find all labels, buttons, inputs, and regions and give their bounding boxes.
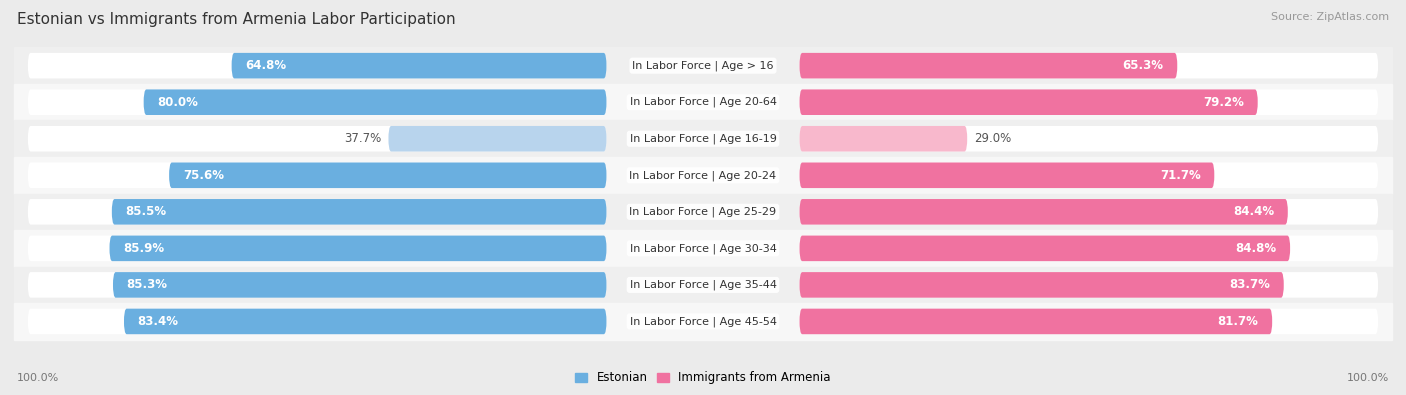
FancyBboxPatch shape: [800, 308, 1378, 334]
Bar: [14, 84, 1392, 120]
FancyBboxPatch shape: [28, 89, 606, 115]
Text: In Labor Force | Age 25-29: In Labor Force | Age 25-29: [630, 207, 776, 217]
FancyBboxPatch shape: [800, 272, 1378, 298]
FancyBboxPatch shape: [28, 308, 606, 334]
FancyBboxPatch shape: [232, 53, 606, 79]
Text: In Labor Force | Age 30-34: In Labor Force | Age 30-34: [630, 243, 776, 254]
FancyBboxPatch shape: [388, 126, 606, 152]
Text: In Labor Force | Age 35-44: In Labor Force | Age 35-44: [630, 280, 776, 290]
Text: 85.3%: 85.3%: [127, 278, 167, 292]
Text: Estonian vs Immigrants from Armenia Labor Participation: Estonian vs Immigrants from Armenia Labo…: [17, 12, 456, 27]
Bar: [14, 303, 1392, 340]
Text: 65.3%: 65.3%: [1122, 59, 1164, 72]
FancyBboxPatch shape: [800, 199, 1378, 225]
Text: 83.7%: 83.7%: [1229, 278, 1270, 292]
FancyBboxPatch shape: [800, 126, 1378, 152]
FancyBboxPatch shape: [28, 126, 606, 152]
FancyBboxPatch shape: [28, 272, 606, 298]
FancyBboxPatch shape: [800, 126, 967, 152]
Text: 81.7%: 81.7%: [1218, 315, 1258, 328]
FancyBboxPatch shape: [800, 162, 1215, 188]
FancyBboxPatch shape: [143, 89, 606, 115]
FancyBboxPatch shape: [28, 199, 606, 225]
FancyBboxPatch shape: [124, 308, 606, 334]
FancyBboxPatch shape: [800, 89, 1258, 115]
Text: 85.5%: 85.5%: [125, 205, 167, 218]
Text: In Labor Force | Age 20-64: In Labor Force | Age 20-64: [630, 97, 776, 107]
Text: 100.0%: 100.0%: [17, 373, 59, 383]
FancyBboxPatch shape: [112, 272, 606, 298]
Text: 64.8%: 64.8%: [245, 59, 287, 72]
FancyBboxPatch shape: [800, 272, 1284, 298]
FancyBboxPatch shape: [800, 308, 1272, 334]
FancyBboxPatch shape: [800, 235, 1378, 261]
FancyBboxPatch shape: [800, 89, 1378, 115]
FancyBboxPatch shape: [28, 162, 606, 188]
Text: 83.4%: 83.4%: [138, 315, 179, 328]
FancyBboxPatch shape: [800, 235, 1291, 261]
Text: 71.7%: 71.7%: [1160, 169, 1201, 182]
FancyBboxPatch shape: [28, 53, 606, 79]
Text: 85.9%: 85.9%: [124, 242, 165, 255]
FancyBboxPatch shape: [111, 199, 606, 225]
Text: 100.0%: 100.0%: [1347, 373, 1389, 383]
Bar: [14, 267, 1392, 303]
FancyBboxPatch shape: [800, 53, 1177, 79]
FancyBboxPatch shape: [169, 162, 606, 188]
FancyBboxPatch shape: [800, 162, 1378, 188]
FancyBboxPatch shape: [800, 53, 1378, 79]
FancyBboxPatch shape: [110, 235, 606, 261]
FancyBboxPatch shape: [800, 199, 1288, 225]
FancyBboxPatch shape: [28, 235, 606, 261]
Text: 37.7%: 37.7%: [344, 132, 381, 145]
Bar: [14, 120, 1392, 157]
Bar: [14, 230, 1392, 267]
Legend: Estonian, Immigrants from Armenia: Estonian, Immigrants from Armenia: [571, 367, 835, 389]
Text: Source: ZipAtlas.com: Source: ZipAtlas.com: [1271, 12, 1389, 22]
Bar: [14, 157, 1392, 194]
Text: 84.4%: 84.4%: [1233, 205, 1274, 218]
Text: 84.8%: 84.8%: [1236, 242, 1277, 255]
Bar: [14, 194, 1392, 230]
Text: In Labor Force | Age 45-54: In Labor Force | Age 45-54: [630, 316, 776, 327]
Text: 80.0%: 80.0%: [157, 96, 198, 109]
Text: 29.0%: 29.0%: [974, 132, 1011, 145]
Text: In Labor Force | Age 16-19: In Labor Force | Age 16-19: [630, 134, 776, 144]
Text: In Labor Force | Age 20-24: In Labor Force | Age 20-24: [630, 170, 776, 181]
Text: 75.6%: 75.6%: [183, 169, 224, 182]
Bar: [14, 47, 1392, 84]
Text: 79.2%: 79.2%: [1204, 96, 1244, 109]
Text: In Labor Force | Age > 16: In Labor Force | Age > 16: [633, 60, 773, 71]
